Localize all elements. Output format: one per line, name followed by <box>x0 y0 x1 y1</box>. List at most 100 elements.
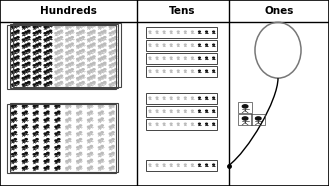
Circle shape <box>93 81 95 83</box>
Circle shape <box>58 159 60 161</box>
Circle shape <box>114 69 117 70</box>
Circle shape <box>17 49 19 51</box>
Circle shape <box>88 33 90 34</box>
Circle shape <box>77 71 79 73</box>
Circle shape <box>163 70 165 71</box>
Circle shape <box>47 25 49 26</box>
Circle shape <box>213 31 215 32</box>
Circle shape <box>22 78 25 79</box>
Circle shape <box>14 51 16 52</box>
Circle shape <box>58 25 60 26</box>
Circle shape <box>88 105 90 107</box>
Circle shape <box>33 126 36 127</box>
Circle shape <box>58 125 60 126</box>
Bar <box>146 119 217 130</box>
Circle shape <box>206 123 207 124</box>
Circle shape <box>44 78 46 79</box>
Circle shape <box>14 152 16 154</box>
Circle shape <box>101 111 103 112</box>
Circle shape <box>79 166 82 167</box>
Circle shape <box>58 63 60 65</box>
Circle shape <box>79 63 82 65</box>
Circle shape <box>109 84 112 85</box>
Circle shape <box>22 161 25 162</box>
Circle shape <box>170 97 172 98</box>
Circle shape <box>55 147 57 148</box>
Circle shape <box>66 45 68 47</box>
Circle shape <box>55 105 57 107</box>
Circle shape <box>38 30 41 32</box>
Circle shape <box>14 118 16 119</box>
Bar <box>146 160 217 171</box>
Circle shape <box>47 104 49 105</box>
Circle shape <box>25 70 27 71</box>
Bar <box>238 102 252 113</box>
Circle shape <box>14 139 16 140</box>
Circle shape <box>71 37 73 38</box>
Circle shape <box>98 52 101 53</box>
Circle shape <box>79 104 82 105</box>
Circle shape <box>90 38 92 39</box>
Circle shape <box>149 97 151 98</box>
Circle shape <box>79 70 82 71</box>
Bar <box>10 24 118 88</box>
Circle shape <box>17 81 19 83</box>
Circle shape <box>12 52 14 53</box>
Circle shape <box>82 49 84 51</box>
Circle shape <box>60 24 63 25</box>
Circle shape <box>191 44 193 45</box>
Circle shape <box>185 44 186 45</box>
Circle shape <box>88 71 90 73</box>
Circle shape <box>33 105 36 107</box>
Circle shape <box>206 44 207 45</box>
Circle shape <box>101 44 103 46</box>
Circle shape <box>58 51 60 52</box>
Circle shape <box>199 70 200 71</box>
Circle shape <box>68 25 71 26</box>
Circle shape <box>28 62 30 64</box>
Circle shape <box>36 76 38 78</box>
Circle shape <box>36 145 38 147</box>
Bar <box>10 103 118 172</box>
Circle shape <box>17 43 19 44</box>
Circle shape <box>77 39 79 40</box>
Circle shape <box>25 25 27 26</box>
Circle shape <box>22 105 25 107</box>
Circle shape <box>185 110 186 111</box>
Circle shape <box>17 69 19 70</box>
Circle shape <box>14 70 16 71</box>
Circle shape <box>71 62 73 64</box>
Circle shape <box>66 167 68 169</box>
Bar <box>146 66 217 77</box>
Circle shape <box>14 159 16 161</box>
Circle shape <box>112 31 114 33</box>
Circle shape <box>191 97 193 98</box>
Circle shape <box>47 111 49 112</box>
Circle shape <box>191 31 193 32</box>
Circle shape <box>55 119 57 121</box>
Bar <box>146 53 217 64</box>
Circle shape <box>90 139 92 140</box>
Circle shape <box>12 133 14 134</box>
Circle shape <box>170 57 172 58</box>
Circle shape <box>58 152 60 154</box>
Circle shape <box>79 118 82 119</box>
Circle shape <box>22 39 25 40</box>
Circle shape <box>82 37 84 38</box>
Circle shape <box>12 84 14 85</box>
Circle shape <box>88 147 90 148</box>
Circle shape <box>199 44 200 45</box>
Circle shape <box>88 39 90 40</box>
Circle shape <box>77 126 79 127</box>
Circle shape <box>25 159 27 161</box>
Circle shape <box>109 65 112 66</box>
Circle shape <box>55 112 57 114</box>
Circle shape <box>109 154 112 155</box>
Text: Ones: Ones <box>264 6 293 16</box>
Circle shape <box>22 167 25 169</box>
Circle shape <box>44 105 46 107</box>
Circle shape <box>17 75 19 76</box>
Circle shape <box>58 166 60 167</box>
Circle shape <box>68 111 71 112</box>
Circle shape <box>12 167 14 169</box>
